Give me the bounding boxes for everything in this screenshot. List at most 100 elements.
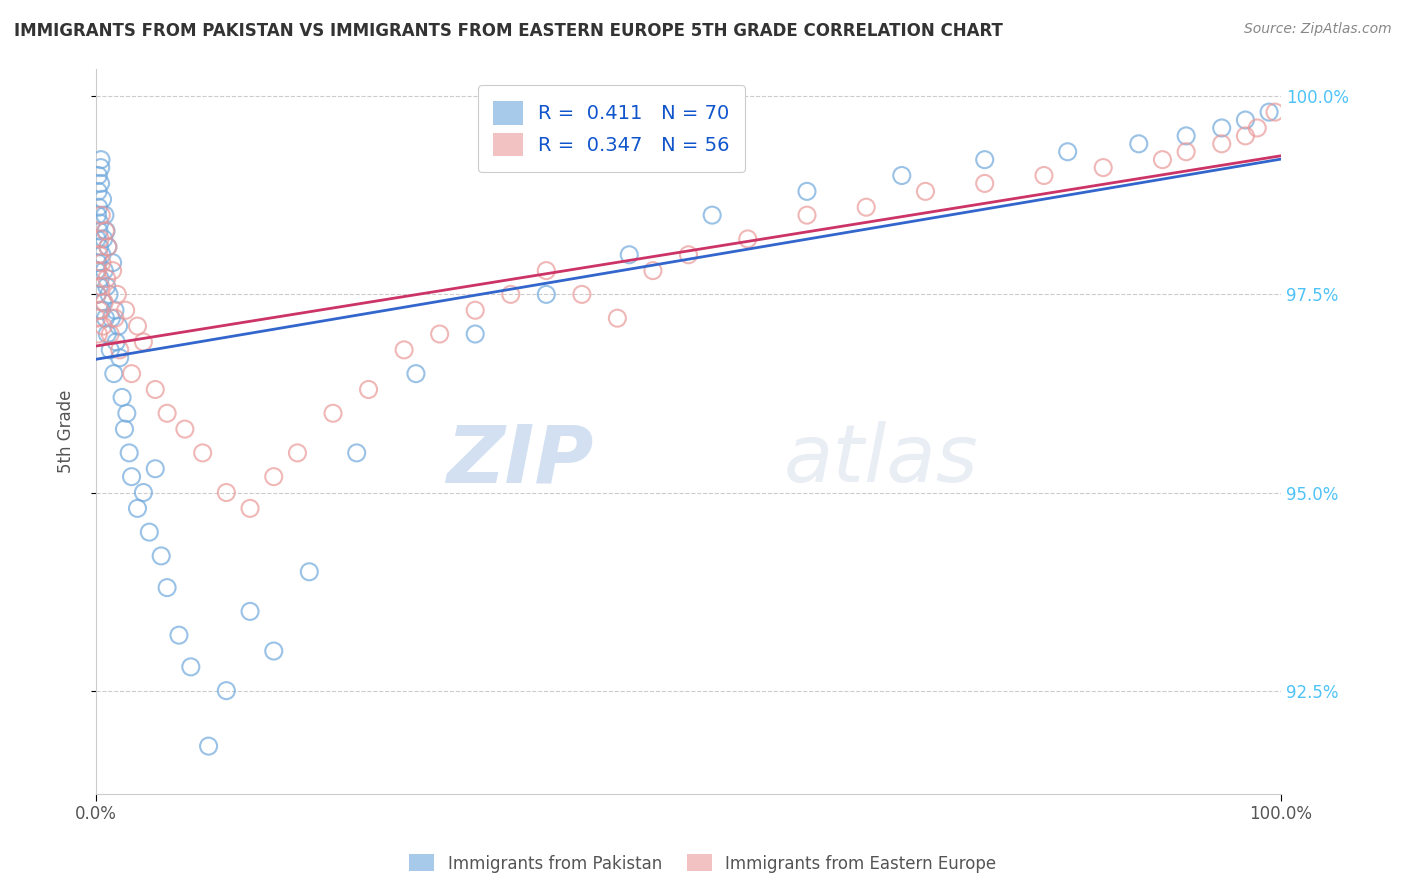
Point — [98, 287, 121, 301]
Point — [93, 232, 115, 246]
Point — [89, 216, 111, 230]
Point — [1234, 128, 1257, 143]
Point — [108, 351, 131, 365]
Point — [89, 232, 111, 246]
Point — [737, 232, 759, 246]
Point — [890, 169, 912, 183]
Point — [96, 326, 118, 341]
Point — [1234, 113, 1257, 128]
Point — [215, 683, 238, 698]
Point — [156, 581, 179, 595]
Point — [89, 177, 111, 191]
Point — [322, 406, 344, 420]
Point — [115, 406, 138, 420]
Point — [606, 311, 628, 326]
Point — [973, 153, 995, 167]
Point — [1264, 105, 1286, 120]
Point — [263, 644, 285, 658]
Point — [167, 628, 190, 642]
Point — [91, 295, 114, 310]
Point — [86, 263, 108, 277]
Point — [89, 279, 111, 293]
Point — [180, 660, 202, 674]
Point — [98, 343, 121, 357]
Point — [91, 248, 114, 262]
Point — [127, 319, 149, 334]
Point — [97, 240, 120, 254]
Text: ZIP: ZIP — [446, 421, 593, 500]
Point — [94, 224, 117, 238]
Point — [91, 255, 114, 269]
Text: Source: ZipAtlas.com: Source: ZipAtlas.com — [1244, 22, 1392, 37]
Point — [1211, 136, 1233, 151]
Point — [86, 311, 108, 326]
Point — [464, 303, 486, 318]
Point — [90, 161, 112, 175]
Point — [678, 248, 700, 262]
Point — [100, 311, 122, 326]
Point — [641, 263, 664, 277]
Point — [156, 406, 179, 420]
Point — [87, 326, 110, 341]
Point — [86, 208, 108, 222]
Point — [702, 208, 724, 222]
Point — [1056, 145, 1078, 159]
Point — [118, 446, 141, 460]
Point — [90, 153, 112, 167]
Point — [1152, 153, 1174, 167]
Point — [357, 383, 380, 397]
Point — [499, 287, 522, 301]
Point — [94, 224, 117, 238]
Point — [91, 192, 114, 206]
Point — [197, 739, 219, 753]
Point — [1175, 128, 1198, 143]
Point — [89, 271, 111, 285]
Point — [87, 169, 110, 183]
Point — [536, 263, 558, 277]
Point — [94, 311, 117, 326]
Point — [298, 565, 321, 579]
Point — [87, 255, 110, 269]
Point — [98, 326, 121, 341]
Point — [796, 185, 818, 199]
Point — [405, 367, 427, 381]
Point — [94, 208, 117, 222]
Point — [143, 383, 166, 397]
Point — [855, 200, 877, 214]
Point — [105, 287, 128, 301]
Point — [1211, 120, 1233, 135]
Point — [1175, 145, 1198, 159]
Point — [86, 287, 108, 301]
Point — [536, 287, 558, 301]
Point — [346, 446, 368, 460]
Point — [796, 208, 818, 222]
Point — [104, 303, 127, 318]
Point — [90, 279, 112, 293]
Point — [464, 326, 486, 341]
Point — [90, 208, 112, 222]
Point — [571, 287, 593, 301]
Point — [97, 240, 120, 254]
Point — [1128, 136, 1150, 151]
Point — [287, 446, 309, 460]
Legend: R =  0.411   N = 70, R =  0.347   N = 56: R = 0.411 N = 70, R = 0.347 N = 56 — [478, 86, 745, 172]
Point — [619, 248, 641, 262]
Point — [96, 279, 118, 293]
Point — [150, 549, 173, 563]
Point — [215, 485, 238, 500]
Point — [90, 303, 112, 318]
Point — [87, 200, 110, 214]
Point — [263, 469, 285, 483]
Point — [143, 461, 166, 475]
Point — [191, 446, 214, 460]
Point — [91, 319, 114, 334]
Point — [86, 287, 108, 301]
Point — [121, 469, 143, 483]
Point — [87, 248, 110, 262]
Point — [96, 271, 118, 285]
Point — [914, 185, 936, 199]
Point — [239, 501, 262, 516]
Point — [173, 422, 195, 436]
Point — [101, 263, 124, 277]
Y-axis label: 5th Grade: 5th Grade — [58, 390, 75, 473]
